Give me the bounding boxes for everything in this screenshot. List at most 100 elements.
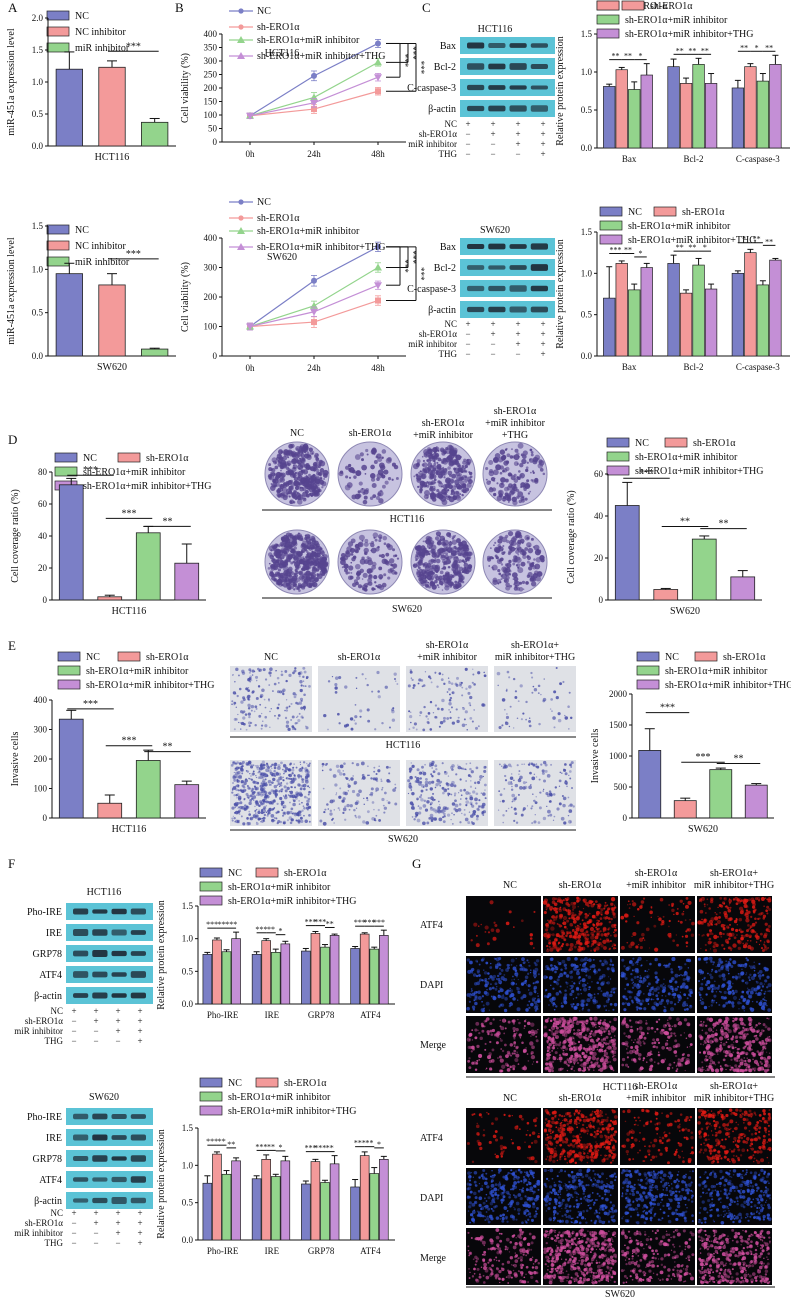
cell [394, 802, 398, 806]
protein-band [130, 1134, 146, 1141]
blot-row-label: IRE [46, 1133, 62, 1144]
bar [310, 1161, 321, 1241]
blot-strip [460, 100, 555, 117]
cell [276, 706, 280, 710]
cell [234, 692, 237, 695]
bar [251, 1178, 262, 1241]
cell [525, 1047, 527, 1049]
cell [381, 721, 384, 725]
bar [379, 935, 389, 1005]
colony [529, 490, 532, 493]
protein-band [509, 285, 527, 292]
cell [498, 790, 501, 792]
cell [483, 969, 485, 971]
blot-row-label: β-actin [428, 305, 456, 316]
colony [458, 541, 463, 547]
cell [550, 763, 553, 766]
protein-band [73, 1155, 89, 1162]
cell [259, 693, 264, 698]
significance-mark: ** [680, 517, 690, 528]
legend-swatch [54, 466, 78, 477]
colony [300, 454, 303, 457]
cell [296, 721, 299, 725]
colony [299, 462, 306, 468]
cell [545, 791, 549, 796]
treatment-mark: − [465, 149, 470, 159]
data-point [311, 319, 317, 326]
significance-mark: * [755, 43, 759, 52]
cell [528, 719, 532, 723]
colony [441, 460, 445, 464]
legend-swatch [237, 227, 245, 234]
cell [471, 1005, 476, 1009]
colony [438, 539, 442, 542]
y-tick-label: 1.5 [32, 45, 44, 55]
protein-band [92, 950, 108, 957]
cell [466, 993, 471, 997]
legend-label: NC inhibitor [75, 241, 127, 252]
cell [494, 965, 499, 970]
colony [513, 586, 518, 591]
colony [340, 552, 346, 558]
cell [237, 713, 239, 716]
cell [412, 686, 415, 690]
cell [526, 1053, 529, 1055]
cell [534, 814, 536, 816]
blot-row-label: ATF4 [39, 970, 62, 981]
cell [524, 979, 528, 982]
cell [524, 1141, 526, 1144]
colony [377, 545, 380, 549]
colony [355, 470, 362, 477]
y-axis-label: Cell viability (%) [180, 53, 191, 123]
colony [323, 478, 325, 480]
cell [469, 801, 473, 805]
cell [285, 724, 290, 728]
colony [517, 567, 524, 574]
cell [478, 799, 481, 802]
colony [305, 489, 309, 494]
colony [520, 482, 526, 488]
colony [297, 470, 304, 476]
cell [409, 801, 414, 805]
cell [470, 770, 474, 774]
cell [512, 677, 516, 681]
column-label: +miR inhibitor [417, 652, 477, 663]
cell [239, 797, 242, 800]
cell [231, 788, 234, 790]
cell [517, 1018, 519, 1021]
blot-strip [460, 37, 555, 54]
colony [506, 453, 511, 458]
colony [441, 499, 448, 506]
y-tick-label: 400 [204, 29, 218, 39]
cell [257, 810, 261, 815]
cell [457, 764, 459, 766]
cell [476, 969, 481, 973]
colony [386, 543, 391, 548]
cell [383, 806, 388, 810]
cell [366, 799, 369, 802]
y-axis-label: Relative protein expression [555, 239, 566, 348]
cell [321, 765, 324, 768]
significance-mark: ** [740, 43, 748, 52]
colony-dish [264, 441, 330, 507]
cell [491, 1122, 494, 1126]
colony [383, 469, 389, 475]
cell [529, 937, 533, 940]
colony [392, 548, 396, 552]
cell [533, 773, 536, 776]
significance-mark: ** [227, 1140, 235, 1149]
legend-swatch [599, 206, 623, 217]
cell [510, 1169, 513, 1172]
protein-band [73, 929, 89, 936]
cell [509, 1214, 514, 1219]
cell [348, 779, 351, 782]
cell [242, 698, 246, 702]
cell [475, 1124, 480, 1129]
cell [332, 774, 337, 778]
cell [344, 685, 348, 689]
cell [431, 774, 434, 777]
cell [531, 691, 534, 694]
cell [494, 982, 498, 986]
protein-band [73, 1198, 89, 1203]
cell [297, 814, 300, 817]
